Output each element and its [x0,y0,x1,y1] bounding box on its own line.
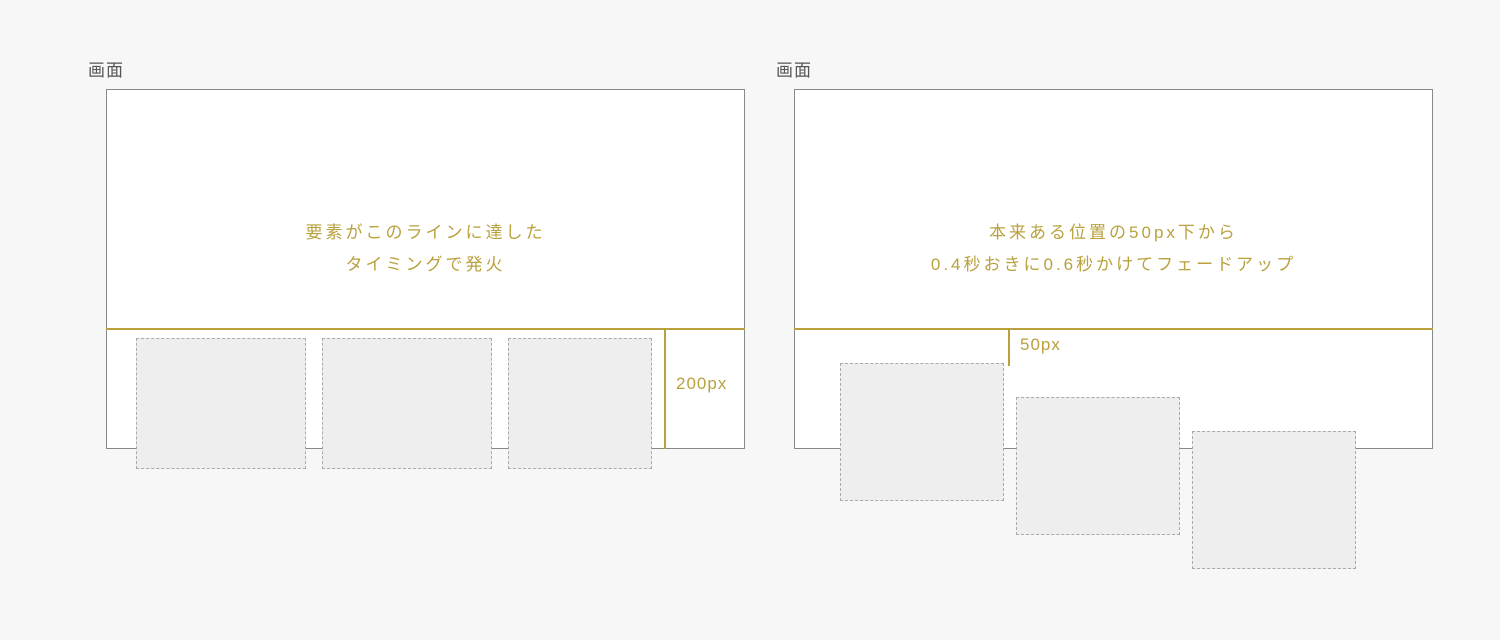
description-right: 本来ある位置の50px下から 0.4秒おきに0.6秒かけてフェードアップ [795,217,1432,282]
box-left-3 [508,338,652,469]
trigger-line-right [794,328,1433,330]
desc-left-line2: タイミングで発火 [346,255,506,274]
box-left-2 [322,338,492,469]
box-right-3 [1192,431,1356,569]
panel-label-right: 画面 [776,56,812,81]
desc-left-line1: 要素がこのラインに達した [306,223,546,242]
desc-right-line2: 0.4秒おきに0.6秒かけてフェードアップ [931,255,1296,274]
panel-label-left: 画面 [88,56,124,81]
trigger-line-left [106,328,745,330]
box-right-1 [840,363,1004,501]
measure-line-left [664,328,666,449]
box-left-1 [136,338,306,469]
measure-line-right [1008,328,1010,366]
description-left: 要素がこのラインに達した タイミングで発火 [107,217,744,282]
desc-right-line1: 本来ある位置の50px下から [989,223,1238,242]
measure-label-left: 200px [676,374,727,394]
box-right-2 [1016,397,1180,535]
measure-label-right: 50px [1020,335,1061,355]
